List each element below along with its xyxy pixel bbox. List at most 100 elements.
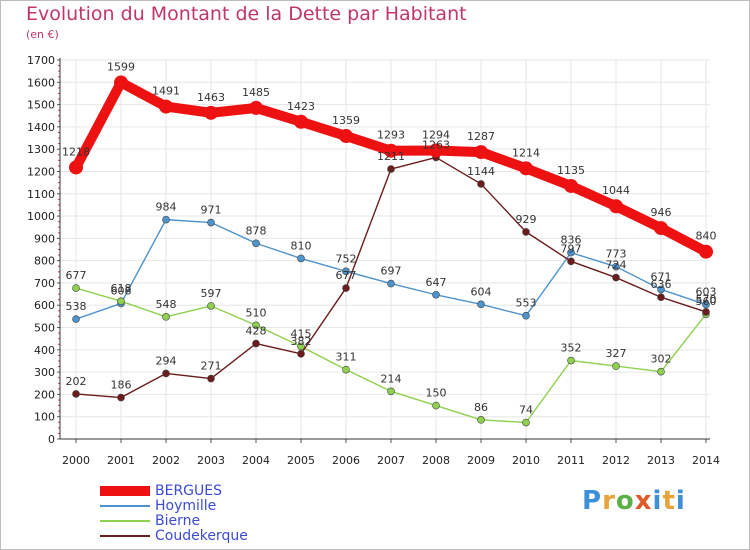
legend-swatch-bierne <box>100 520 150 522</box>
y-tick-label: 1000 <box>27 210 55 223</box>
data-point-bierne <box>657 367 665 376</box>
data-label-hoymille: 971 <box>201 204 222 217</box>
data-label-coudekerque: 186 <box>111 379 132 392</box>
data-point-bergues <box>519 161 533 176</box>
data-point-bergues <box>69 160 83 175</box>
data-point-hoymille <box>657 285 665 294</box>
data-label-bierne: 618 <box>111 282 132 295</box>
data-point-bergues <box>204 105 218 120</box>
data-label-bierne: 510 <box>246 306 267 319</box>
data-point-coudekerque <box>162 369 170 378</box>
data-label-bierne: 560 <box>696 295 717 308</box>
data-label-coudekerque: 570 <box>696 293 717 306</box>
data-point-hoymille <box>297 254 305 263</box>
data-label-coudekerque: 382 <box>291 335 312 348</box>
data-point-coudekerque <box>702 308 710 316</box>
data-label-bierne: 150 <box>426 387 447 400</box>
x-tick-label: 2014 <box>692 454 720 467</box>
data-point-hoymille <box>162 215 170 224</box>
data-label-bierne: 352 <box>561 342 582 355</box>
data-point-bierne <box>612 362 620 370</box>
data-point-bierne <box>432 401 440 410</box>
y-tick-label: 1500 <box>27 99 55 112</box>
data-point-bierne <box>567 356 575 365</box>
data-label-bergues: 946 <box>651 206 672 219</box>
y-tick-label: 800 <box>34 255 55 268</box>
data-label-bierne: 597 <box>201 287 222 300</box>
data-point-bierne <box>522 418 530 427</box>
data-label-hoymille: 647 <box>426 276 447 289</box>
data-label-bergues: 1293 <box>377 129 405 142</box>
data-label-coudekerque: 428 <box>246 325 267 338</box>
data-point-coudekerque <box>612 273 620 282</box>
data-label-bierne: 415 <box>291 327 312 340</box>
logo-letter: i <box>652 486 663 516</box>
data-point-bierne <box>342 365 350 374</box>
data-label-bergues: 840 <box>696 230 717 243</box>
data-point-bierne <box>252 321 260 330</box>
data-point-hoymille <box>207 218 215 227</box>
data-label-coudekerque: 1211 <box>377 150 405 163</box>
data-label-bergues: 1294 <box>422 129 450 142</box>
data-point-hoymille <box>387 279 395 288</box>
data-label-coudekerque: 202 <box>66 375 87 388</box>
logo-letter: t <box>662 486 676 516</box>
y-tick-label: 1700 <box>27 54 55 67</box>
data-point-bergues <box>339 129 353 144</box>
x-tick-label: 2004 <box>242 454 270 467</box>
y-tick-label: 900 <box>34 232 55 245</box>
data-point-bierne <box>117 297 125 306</box>
x-tick-label: 2008 <box>422 454 450 467</box>
chart-subtitle: (en €) <box>26 28 59 41</box>
data-label-hoymille: 671 <box>651 270 672 283</box>
data-label-hoymille: 603 <box>696 286 717 299</box>
data-point-hoymille <box>477 300 485 309</box>
data-point-coudekerque <box>522 228 530 236</box>
data-label-bierne: 74 <box>519 404 533 417</box>
legend-swatch-hoymille <box>100 505 150 507</box>
data-point-bierne <box>72 284 80 292</box>
data-point-hoymille <box>567 248 575 257</box>
logo-letter: x <box>634 486 653 516</box>
data-point-hoymille <box>252 239 260 248</box>
x-tick-label: 2003 <box>197 454 225 467</box>
x-tick-label: 2000 <box>62 454 90 467</box>
data-label-hoymille: 553 <box>516 297 537 310</box>
y-tick-label: 200 <box>34 388 55 401</box>
data-point-bergues <box>294 114 308 129</box>
data-label-bergues: 1491 <box>152 85 180 98</box>
data-label-coudekerque: 271 <box>201 360 222 373</box>
data-point-bergues <box>249 100 263 115</box>
data-label-bierne: 327 <box>606 347 627 360</box>
data-label-bierne: 311 <box>336 351 357 364</box>
data-label-coudekerque: 929 <box>516 213 537 226</box>
x-tick-label: 2001 <box>107 454 135 467</box>
y-tick-label: 300 <box>34 366 55 379</box>
data-label-hoymille: 538 <box>66 300 87 313</box>
data-point-hoymille <box>72 315 80 323</box>
y-tick-label: 1400 <box>27 121 55 134</box>
data-point-bierne <box>387 387 395 396</box>
data-label-bergues: 1044 <box>602 184 630 197</box>
data-point-bergues <box>654 221 668 236</box>
data-point-coudekerque <box>342 284 350 292</box>
chart-legend: BERGUES Hoymille Bierne Coudekerque <box>100 484 340 544</box>
data-label-bergues: 1214 <box>512 146 540 159</box>
x-tick-label: 2005 <box>287 454 315 467</box>
x-tick-label: 2011 <box>557 454 585 467</box>
data-label-coudekerque: 636 <box>651 278 672 291</box>
x-tick-label: 2009 <box>467 454 495 467</box>
data-label-coudekerque: 294 <box>156 354 177 367</box>
data-point-hoymille <box>522 311 530 320</box>
y-tick-label: 700 <box>34 277 55 290</box>
data-label-bergues: 1463 <box>197 91 225 104</box>
legend-label-bierne: Bierne <box>155 513 201 529</box>
data-label-bierne: 677 <box>66 269 87 282</box>
data-point-bierne <box>162 313 170 321</box>
logo-letter: P <box>582 486 603 516</box>
data-label-hoymille: 604 <box>471 285 492 298</box>
data-point-bergues <box>429 143 443 158</box>
data-point-hoymille <box>702 300 710 309</box>
